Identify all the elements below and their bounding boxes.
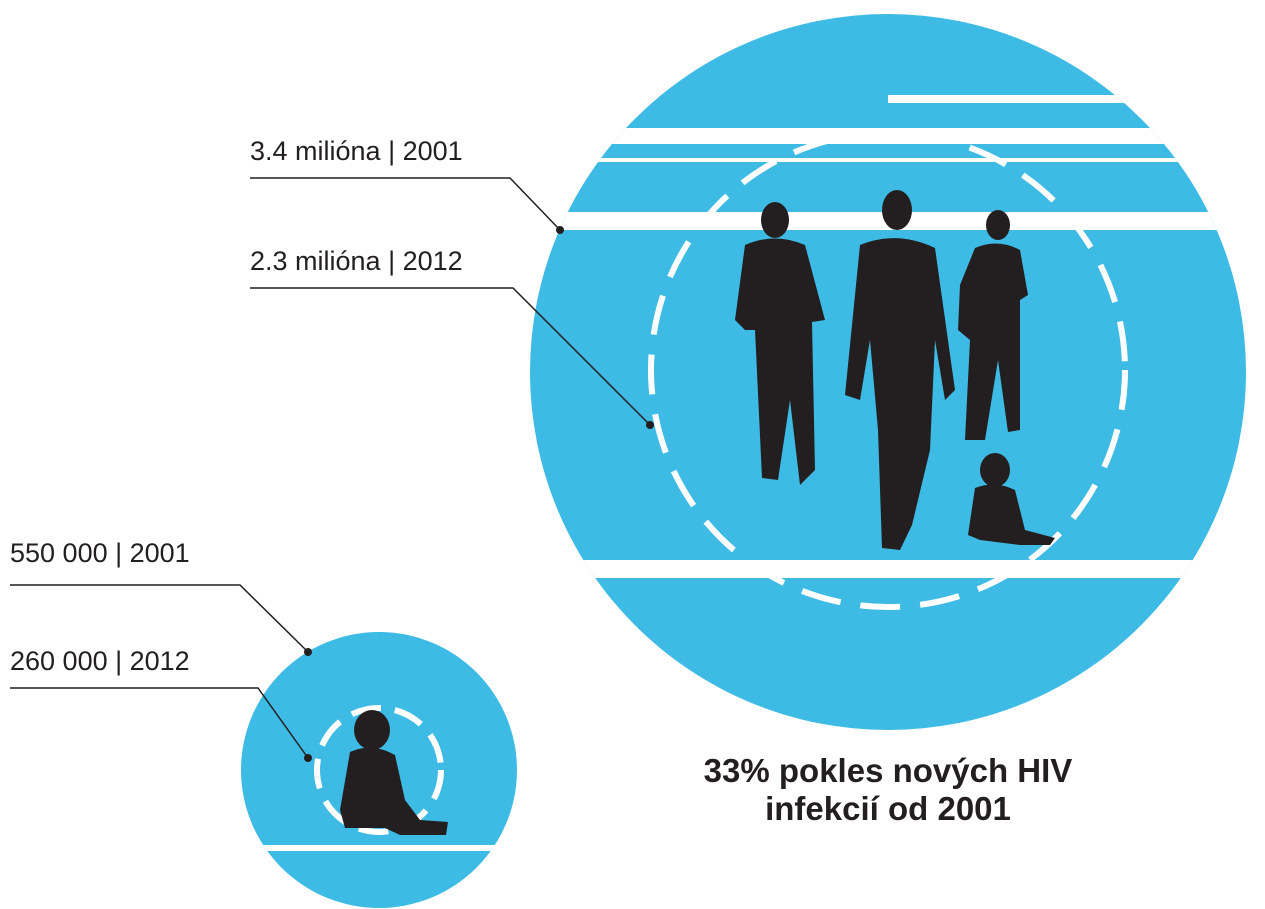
caption: infekcií od 2001 [765,790,1011,827]
label: 550 000 | 2001 [10,538,190,568]
label: 3.4 milióna | 2001 [250,136,463,166]
label: 2.3 milióna | 2012 [250,246,463,276]
infographic: 3.4 milióna | 2001 2.3 milióna | 2012 55… [0,0,1265,909]
caption: 33% pokles nových HIV [704,752,1073,789]
label: 260 000 | 2012 [10,646,190,676]
